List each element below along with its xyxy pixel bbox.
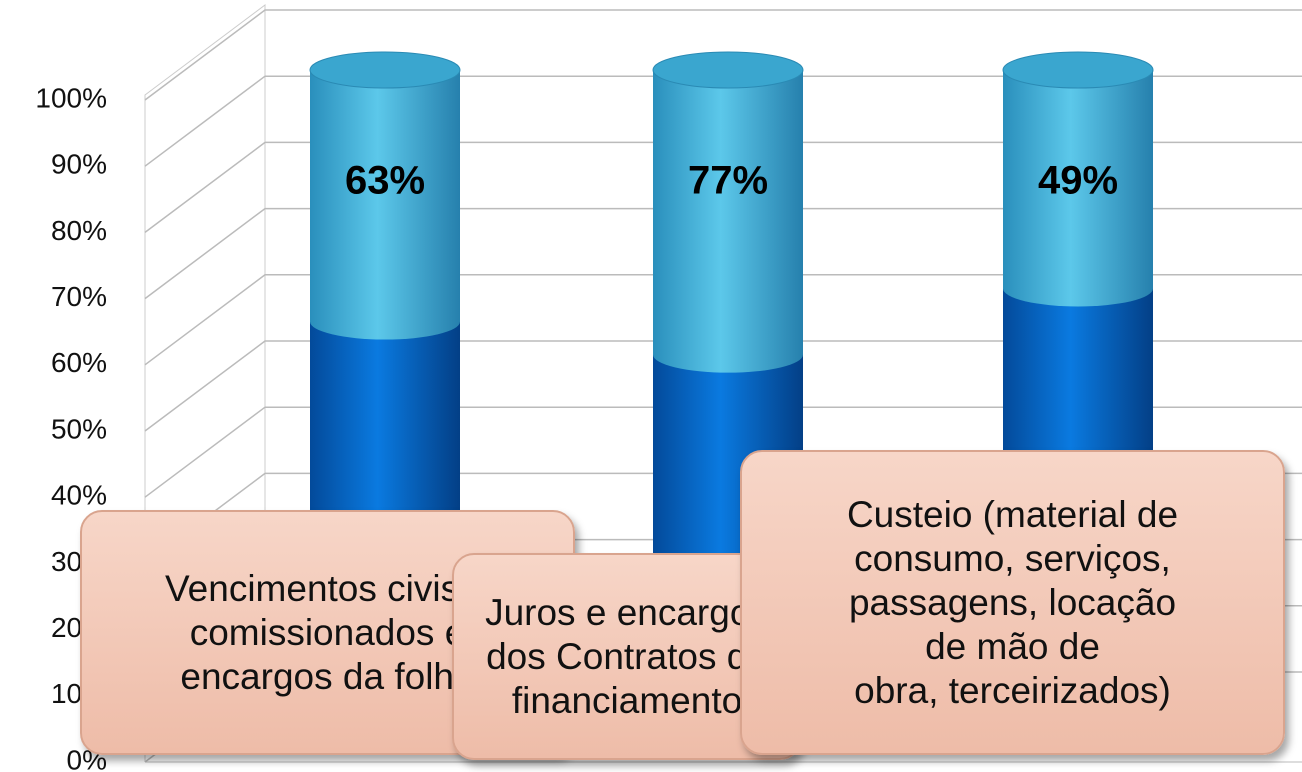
bar-annotation: 63% [345,159,425,203]
y-tick-label: 70% [51,281,107,312]
y-tick-label: 80% [51,215,107,246]
bar-cap [653,336,803,373]
y-tick-label: 60% [51,347,107,378]
y-tick-label: 40% [51,480,107,511]
bar-top [652,51,804,89]
callout-line: comissionados e [189,611,466,653]
callout-box: Custeio (material de consumo, serviços, pa… [740,450,1285,755]
grid-line [144,9,1302,101]
back-wall [144,4,266,762]
callout-line: passagens, locação [848,581,1177,623]
bar-segment [1003,70,1153,289]
callout-line: Juros e encargos [485,591,769,633]
y-tick-label: 50% [51,413,107,444]
bar-cap [310,303,460,340]
bar-annotation: 49% [1038,159,1118,203]
grid-line [144,207,1302,300]
callout-line: dos Contratos de [486,635,768,677]
grid-line [144,75,1302,167]
callout-line: financiamento [511,679,743,721]
y-tick-label: 90% [51,149,107,180]
grid-line [144,141,1302,233]
grid-line [144,406,1302,498]
callout-line: Custeio (material de [846,493,1179,535]
grid-line [144,340,1302,432]
bar-segment [653,70,803,355]
y-tick-label: 100% [35,82,107,113]
bar-top [309,51,461,89]
grid-line [144,274,1302,366]
callout-line: Vencimentos civis e [165,567,490,609]
callout-line: consumo, serviços, [854,537,1171,579]
bar-segment [310,70,460,322]
callout-line: encargos da folha [180,655,475,697]
bar-top [1002,51,1154,89]
callout-line: de mão de [925,625,1100,667]
bar-annotation: 77% [688,159,768,203]
bar-cap [1003,270,1153,307]
callout-line: obra, terceirizados) [854,669,1171,711]
